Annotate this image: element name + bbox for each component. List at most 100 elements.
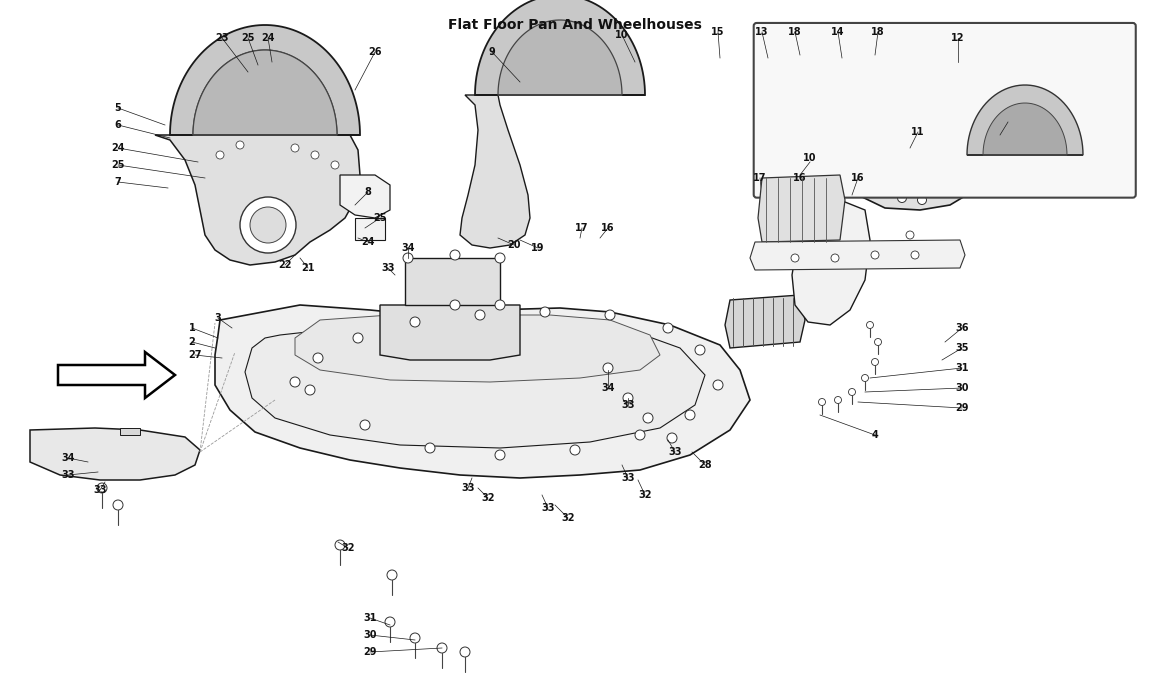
Text: 6: 6 xyxy=(115,120,122,130)
Circle shape xyxy=(958,133,966,143)
Text: 9: 9 xyxy=(489,47,496,57)
Polygon shape xyxy=(296,315,660,382)
Circle shape xyxy=(310,151,319,159)
Text: 34: 34 xyxy=(61,453,75,463)
Polygon shape xyxy=(967,85,1083,155)
Polygon shape xyxy=(405,258,500,305)
Text: 31: 31 xyxy=(956,363,968,373)
Text: 33: 33 xyxy=(621,400,635,410)
Circle shape xyxy=(290,377,300,387)
Circle shape xyxy=(437,643,447,653)
Text: 32: 32 xyxy=(481,493,494,503)
Polygon shape xyxy=(355,218,385,240)
Circle shape xyxy=(450,250,460,260)
Circle shape xyxy=(402,253,413,263)
Text: 14: 14 xyxy=(831,27,845,37)
Circle shape xyxy=(713,380,723,390)
Circle shape xyxy=(791,254,799,262)
Circle shape xyxy=(331,161,339,169)
Circle shape xyxy=(866,173,874,182)
Polygon shape xyxy=(170,25,360,135)
Circle shape xyxy=(450,300,460,310)
Text: 24: 24 xyxy=(361,237,375,247)
Text: 3: 3 xyxy=(215,313,221,323)
Text: 27: 27 xyxy=(189,350,201,360)
Text: 31: 31 xyxy=(363,613,377,623)
Polygon shape xyxy=(945,48,990,75)
Circle shape xyxy=(667,433,677,443)
Text: 24: 24 xyxy=(112,143,124,153)
Text: 12: 12 xyxy=(951,33,965,43)
Text: 25: 25 xyxy=(374,213,386,223)
Polygon shape xyxy=(838,85,969,188)
Text: 34: 34 xyxy=(601,383,615,393)
Text: 23: 23 xyxy=(215,33,229,43)
Text: 16: 16 xyxy=(601,223,615,233)
Text: 16: 16 xyxy=(793,173,807,183)
Circle shape xyxy=(849,389,856,395)
Text: Flat Floor Pan And Wheelhouses: Flat Floor Pan And Wheelhouses xyxy=(448,18,702,32)
Circle shape xyxy=(819,398,826,406)
Text: 33: 33 xyxy=(93,485,107,495)
Text: 33: 33 xyxy=(382,263,394,273)
Text: 32: 32 xyxy=(638,490,652,500)
Text: 21: 21 xyxy=(301,263,315,273)
Circle shape xyxy=(411,317,420,327)
Polygon shape xyxy=(215,305,750,478)
Text: 5: 5 xyxy=(115,103,122,113)
Text: 4: 4 xyxy=(872,430,879,440)
Polygon shape xyxy=(724,295,805,348)
Circle shape xyxy=(918,195,927,204)
Circle shape xyxy=(605,310,615,320)
Text: 36: 36 xyxy=(956,323,968,333)
Polygon shape xyxy=(245,320,705,448)
Circle shape xyxy=(892,87,902,96)
Text: 34: 34 xyxy=(401,243,415,253)
Text: 32: 32 xyxy=(561,513,575,523)
Text: 10: 10 xyxy=(803,153,816,163)
Circle shape xyxy=(385,617,394,627)
Text: 33: 33 xyxy=(461,483,475,493)
Text: 20: 20 xyxy=(507,240,521,250)
Text: 29: 29 xyxy=(956,403,968,413)
Circle shape xyxy=(335,540,345,550)
Polygon shape xyxy=(58,352,175,398)
Circle shape xyxy=(360,420,370,430)
Circle shape xyxy=(113,500,123,510)
Text: 16: 16 xyxy=(851,173,865,183)
Circle shape xyxy=(97,483,107,493)
Circle shape xyxy=(603,363,613,373)
Circle shape xyxy=(871,251,879,259)
Text: 22: 22 xyxy=(278,260,292,270)
Circle shape xyxy=(685,410,695,420)
Text: 30: 30 xyxy=(956,383,968,393)
Circle shape xyxy=(240,197,296,253)
Circle shape xyxy=(250,207,286,243)
Circle shape xyxy=(635,430,645,440)
Circle shape xyxy=(951,173,959,182)
Circle shape xyxy=(313,353,323,363)
FancyBboxPatch shape xyxy=(753,23,1136,197)
Circle shape xyxy=(388,570,397,580)
Circle shape xyxy=(623,393,633,403)
Polygon shape xyxy=(460,95,530,248)
Text: 10: 10 xyxy=(615,30,629,40)
Circle shape xyxy=(411,633,420,643)
Circle shape xyxy=(460,647,470,657)
Circle shape xyxy=(911,251,919,259)
Polygon shape xyxy=(750,240,965,270)
Text: 17: 17 xyxy=(753,173,767,183)
Polygon shape xyxy=(340,175,390,218)
Text: 15: 15 xyxy=(711,27,724,37)
Polygon shape xyxy=(30,428,200,480)
Circle shape xyxy=(540,307,550,317)
Polygon shape xyxy=(792,200,871,325)
Circle shape xyxy=(872,359,879,365)
Text: 25: 25 xyxy=(242,33,255,43)
Text: 1: 1 xyxy=(189,323,196,333)
Text: 25: 25 xyxy=(112,160,124,170)
Circle shape xyxy=(906,231,914,239)
Polygon shape xyxy=(983,103,1067,155)
Circle shape xyxy=(913,89,922,98)
Circle shape xyxy=(475,310,485,320)
